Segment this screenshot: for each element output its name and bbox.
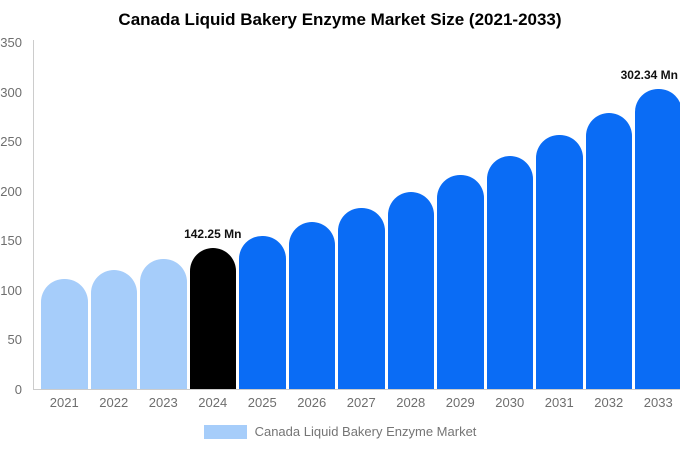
x-tick-label: 2023 <box>148 395 178 410</box>
x-axis-line <box>33 389 680 390</box>
x-tick-label: 2029 <box>445 395 475 410</box>
x-tick-label: 2022 <box>99 395 129 410</box>
x-tick-label: 2025 <box>247 395 277 410</box>
y-tick-label: 300 <box>0 84 22 100</box>
bar-2028 <box>387 191 434 389</box>
bar-2027 <box>338 207 385 389</box>
bar-2022 <box>90 269 137 389</box>
bar-2025 <box>239 235 286 389</box>
bar-2030 <box>486 155 533 389</box>
x-tick-label: 2031 <box>544 395 574 410</box>
value-annotation: 302.34 Mn <box>620 68 678 83</box>
y-tick-label: 350 <box>0 35 22 50</box>
y-tick-label: 0 <box>14 382 22 397</box>
bar-2031 <box>536 135 583 389</box>
x-tick-label: 2021 <box>49 395 79 410</box>
x-tick-label: 2030 <box>495 395 525 410</box>
x-tick-label: 2027 <box>346 395 376 410</box>
y-tick-label: 200 <box>0 183 22 199</box>
bar-2029 <box>437 174 484 389</box>
x-tick-label: 2032 <box>594 395 624 410</box>
bar-2023 <box>140 259 187 389</box>
bar-2033 <box>635 89 680 389</box>
x-tick-label: 2026 <box>297 395 327 410</box>
legend-label: Canada Liquid Bakery Enzyme Market <box>254 424 477 439</box>
chart-title: Canada Liquid Bakery Enzyme Market Size … <box>118 10 562 29</box>
y-tick-label: 150 <box>0 233 22 249</box>
bar-2021 <box>41 279 88 389</box>
bar-2026 <box>288 222 335 389</box>
legend-swatch <box>203 424 247 439</box>
y-tick-label: 250 <box>0 134 22 150</box>
x-tick-label: 2024 <box>198 395 228 410</box>
y-axis-line <box>33 40 34 389</box>
bar-2032 <box>585 113 632 389</box>
x-tick-label: 2028 <box>396 395 426 410</box>
value-annotation: 142.25 Mn <box>184 226 242 241</box>
y-tick-label: 100 <box>0 282 22 298</box>
y-tick-label: 50 <box>7 332 22 348</box>
legend: Canada Liquid Bakery Enzyme Market <box>0 424 680 439</box>
x-tick-label: 2033 <box>643 395 673 410</box>
bar-2024 <box>189 247 236 389</box>
